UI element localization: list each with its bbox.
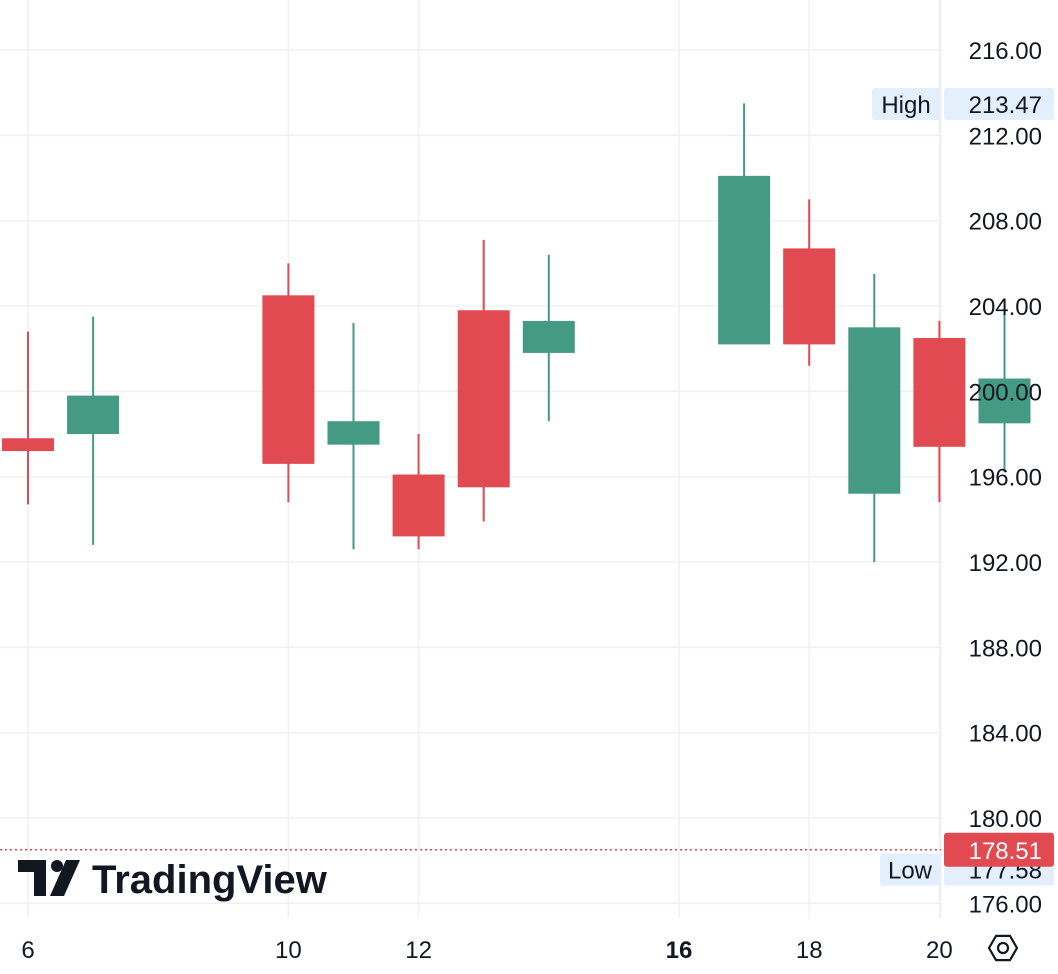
last-price-badge: 178.51	[944, 832, 1054, 867]
candle-body	[522, 320, 575, 353]
x-tick-label: 10	[275, 937, 302, 964]
candle-down	[783, 199, 836, 366]
high-marker-value: 213.47	[969, 92, 1042, 119]
high-marker-label-bg	[872, 87, 940, 120]
y-tick-label: 180.00	[969, 806, 1042, 833]
candle-up	[848, 273, 901, 562]
y-tick-label: 216.00	[969, 38, 1042, 65]
candle-body	[67, 395, 120, 434]
candle-down	[457, 239, 510, 522]
x-tick-label: 6	[21, 937, 34, 964]
candle-body	[392, 474, 445, 537]
low-marker-label: Low	[888, 858, 933, 885]
candle-body	[718, 175, 771, 345]
candle-up	[327, 323, 380, 550]
y-tick-label: 200.00	[969, 379, 1042, 406]
x-tick-label: 18	[796, 937, 823, 964]
candle-body	[848, 327, 901, 494]
high-marker: High 213.47	[872, 87, 1054, 120]
candle-down	[392, 433, 445, 550]
candle-body	[327, 421, 380, 445]
tv-logo-dot	[51, 860, 63, 872]
price-axis[interactable]: 216.00 212.00 208.00 204.00 200.00 196.00 192.…	[969, 38, 1042, 918]
last-price-bg	[944, 832, 1054, 867]
y-tick-label: 176.00	[969, 891, 1042, 918]
last-price-value: 178.51	[969, 838, 1042, 865]
x-tick-label: 12	[405, 937, 432, 964]
low-marker-label-bg	[880, 853, 940, 886]
settings-gear-icon[interactable]	[987, 934, 1019, 962]
candle-body	[262, 295, 315, 464]
y-tick-label: 184.00	[969, 721, 1042, 748]
candlestick-series	[2, 103, 1031, 562]
candle-body	[783, 248, 836, 345]
y-tick-label: 204.00	[969, 294, 1042, 321]
candle-body	[2, 438, 54, 452]
y-tick-label: 188.00	[969, 635, 1042, 662]
candle-down	[262, 263, 315, 503]
tv-logo-icon	[18, 860, 46, 896]
y-tick-label: 212.00	[969, 123, 1042, 150]
candle-down	[913, 320, 966, 503]
high-marker-label: High	[881, 92, 930, 119]
tv-logo-slash	[50, 860, 80, 896]
y-tick-label: 208.00	[969, 209, 1042, 236]
x-tick-label: 20	[926, 937, 953, 964]
candle-body	[457, 310, 510, 488]
candle-up	[522, 254, 575, 422]
y-tick-label: 196.00	[969, 465, 1042, 492]
candle-body	[913, 337, 966, 447]
candle-up	[718, 103, 771, 345]
candle-up	[978, 305, 1031, 473]
high-marker-value-bg	[944, 87, 1054, 120]
time-axis[interactable]: 61012161820242	[21, 937, 1058, 964]
tradingview-logo: TradingView	[18, 858, 328, 902]
candle-down	[2, 331, 54, 505]
y-tick-label: 192.00	[969, 550, 1042, 577]
candle-up	[67, 316, 120, 545]
brand-name: TradingView	[92, 858, 328, 902]
x-tick-label: 16	[666, 937, 693, 964]
candle-body	[978, 378, 1031, 424]
